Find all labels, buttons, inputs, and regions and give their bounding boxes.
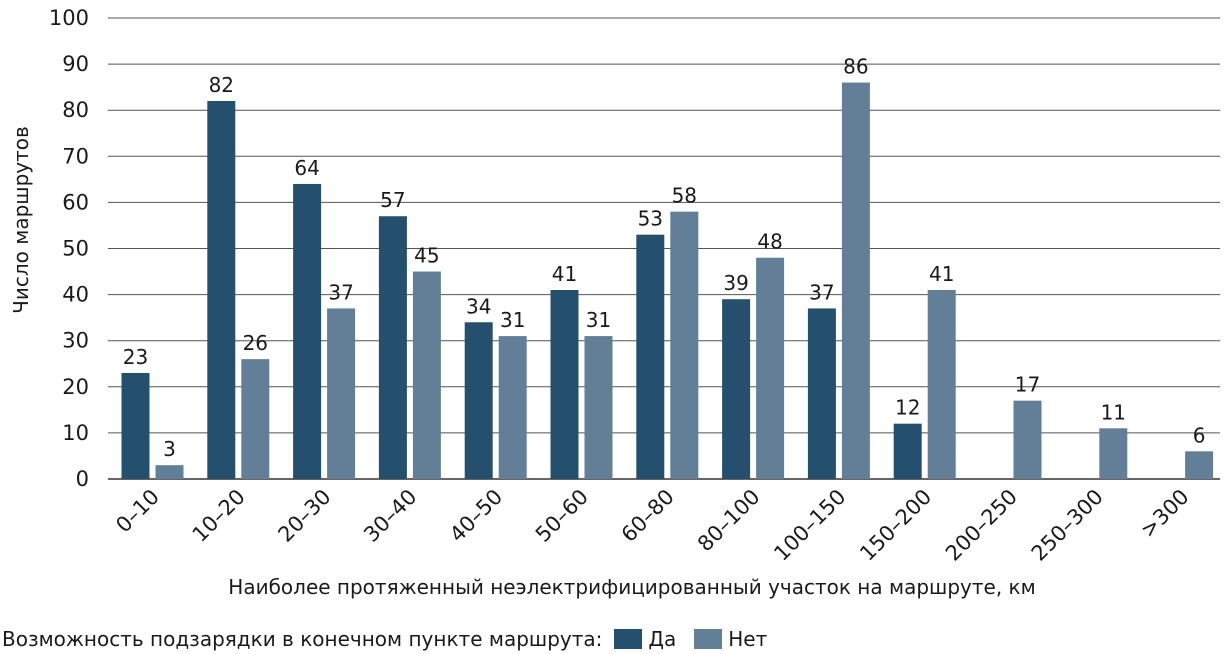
bar-value-label: 12 xyxy=(895,396,920,420)
bar-net xyxy=(584,336,613,479)
bar-net xyxy=(1013,400,1042,479)
bar-da xyxy=(722,299,751,479)
y-tick-label: 100 xyxy=(49,6,89,30)
bar-chart: 0 10 20 30 40 50 60 70 80 90 100 23 3 82 26 64 37 57 45 34… xyxy=(9,6,1220,599)
bar-value-label: 11 xyxy=(1101,400,1126,424)
bar-net xyxy=(327,308,356,479)
bar-net xyxy=(1185,451,1214,479)
bar-da xyxy=(807,308,836,479)
bar-da xyxy=(464,322,493,479)
y-axis-label: Число маршрутов xyxy=(9,126,33,314)
x-axis-label: Наиболее протяженный неэлектрифицированн… xyxy=(228,575,1035,599)
y-axis-ticks: 0 10 20 30 40 50 60 70 80 90 100 xyxy=(49,6,89,491)
bar-value-label: 39 xyxy=(723,271,748,295)
x-tick-label: 20–30 xyxy=(273,485,335,547)
legend-swatch-da xyxy=(614,629,643,649)
bar-net xyxy=(498,336,527,479)
legend-title: Возможность подзарядки в конечном пункте… xyxy=(2,627,603,651)
bar-value-label: 64 xyxy=(294,156,319,180)
x-tick-label: 10–20 xyxy=(188,485,250,547)
bar-value-label: 37 xyxy=(809,280,834,304)
legend-label-da: Да xyxy=(648,627,677,651)
bar-value-label: 48 xyxy=(757,230,782,254)
legend-label-net: Нет xyxy=(728,627,768,651)
bar-value-label: 41 xyxy=(552,262,577,286)
y-tick-label: 80 xyxy=(62,98,89,122)
y-tick-label: 30 xyxy=(62,329,89,353)
bar-net xyxy=(241,359,270,479)
legend: Возможность подзарядки в конечном пункте… xyxy=(2,624,773,654)
legend-swatch-net xyxy=(694,629,723,649)
bar-value-label: 57 xyxy=(380,188,405,212)
bar-net xyxy=(1099,428,1128,479)
x-tick-label: 100–150 xyxy=(769,485,850,566)
bar-da xyxy=(550,289,579,479)
x-tick-label: 60–80 xyxy=(617,485,679,547)
bar-net xyxy=(412,271,441,479)
x-axis-ticks: 0–10 10–20 20–30 30–40 40–50 50–60 60–80 80–100… xyxy=(111,485,1193,566)
x-tick-label: 150–200 xyxy=(855,485,936,566)
bar-value-label: 58 xyxy=(672,184,697,208)
bar-da xyxy=(893,423,922,479)
bar-value-label: 31 xyxy=(586,308,611,332)
bar-value-label: 17 xyxy=(1015,373,1040,397)
bar-value-label: 41 xyxy=(929,262,954,286)
x-tick-label: 30–40 xyxy=(359,485,421,547)
bar-value-label: 45 xyxy=(414,244,439,268)
bar-net xyxy=(155,465,184,479)
bar-value-label: 31 xyxy=(500,308,525,332)
x-tick-label: >300 xyxy=(1136,485,1194,543)
bar-net xyxy=(670,211,699,479)
y-tick-label: 10 xyxy=(62,421,89,445)
bar-net xyxy=(841,82,870,479)
y-tick-label: 40 xyxy=(62,283,89,307)
bar-value-label: 86 xyxy=(843,55,868,79)
bar-value-label: 6 xyxy=(1193,423,1206,447)
x-tick-label: 250–300 xyxy=(1027,485,1108,566)
bar-value-label: 37 xyxy=(328,280,353,304)
y-tick-label: 20 xyxy=(62,375,89,399)
bar-value-label: 26 xyxy=(243,331,268,355)
y-tick-label: 90 xyxy=(62,52,89,76)
x-tick-label: 50–60 xyxy=(531,485,593,547)
bar-net xyxy=(756,257,785,479)
x-tick-label: 40–50 xyxy=(445,485,507,547)
bar-value-label: 82 xyxy=(209,73,234,97)
bars: 23 3 82 26 64 37 57 45 34 31 41 31 53 58 39 48 37 86 12 41 1… xyxy=(121,55,1214,480)
bar-da xyxy=(207,100,236,479)
x-tick-label: 0–10 xyxy=(111,485,164,538)
bar-value-label: 53 xyxy=(638,207,663,231)
y-tick-label: 70 xyxy=(62,144,89,168)
bar-da xyxy=(636,234,665,479)
bar-da xyxy=(121,372,150,479)
y-tick-label: 60 xyxy=(62,190,89,214)
y-tick-label: 50 xyxy=(62,237,89,261)
bar-da xyxy=(293,183,322,479)
x-tick-label: 80–100 xyxy=(693,485,765,557)
bar-value-label: 23 xyxy=(123,345,148,369)
bar-value-label: 34 xyxy=(466,294,491,318)
bar-value-label: 3 xyxy=(163,437,176,461)
x-tick-label: 200–250 xyxy=(941,485,1022,566)
bar-net xyxy=(927,289,956,479)
y-tick-label: 0 xyxy=(76,467,89,491)
bar-da xyxy=(378,216,407,480)
